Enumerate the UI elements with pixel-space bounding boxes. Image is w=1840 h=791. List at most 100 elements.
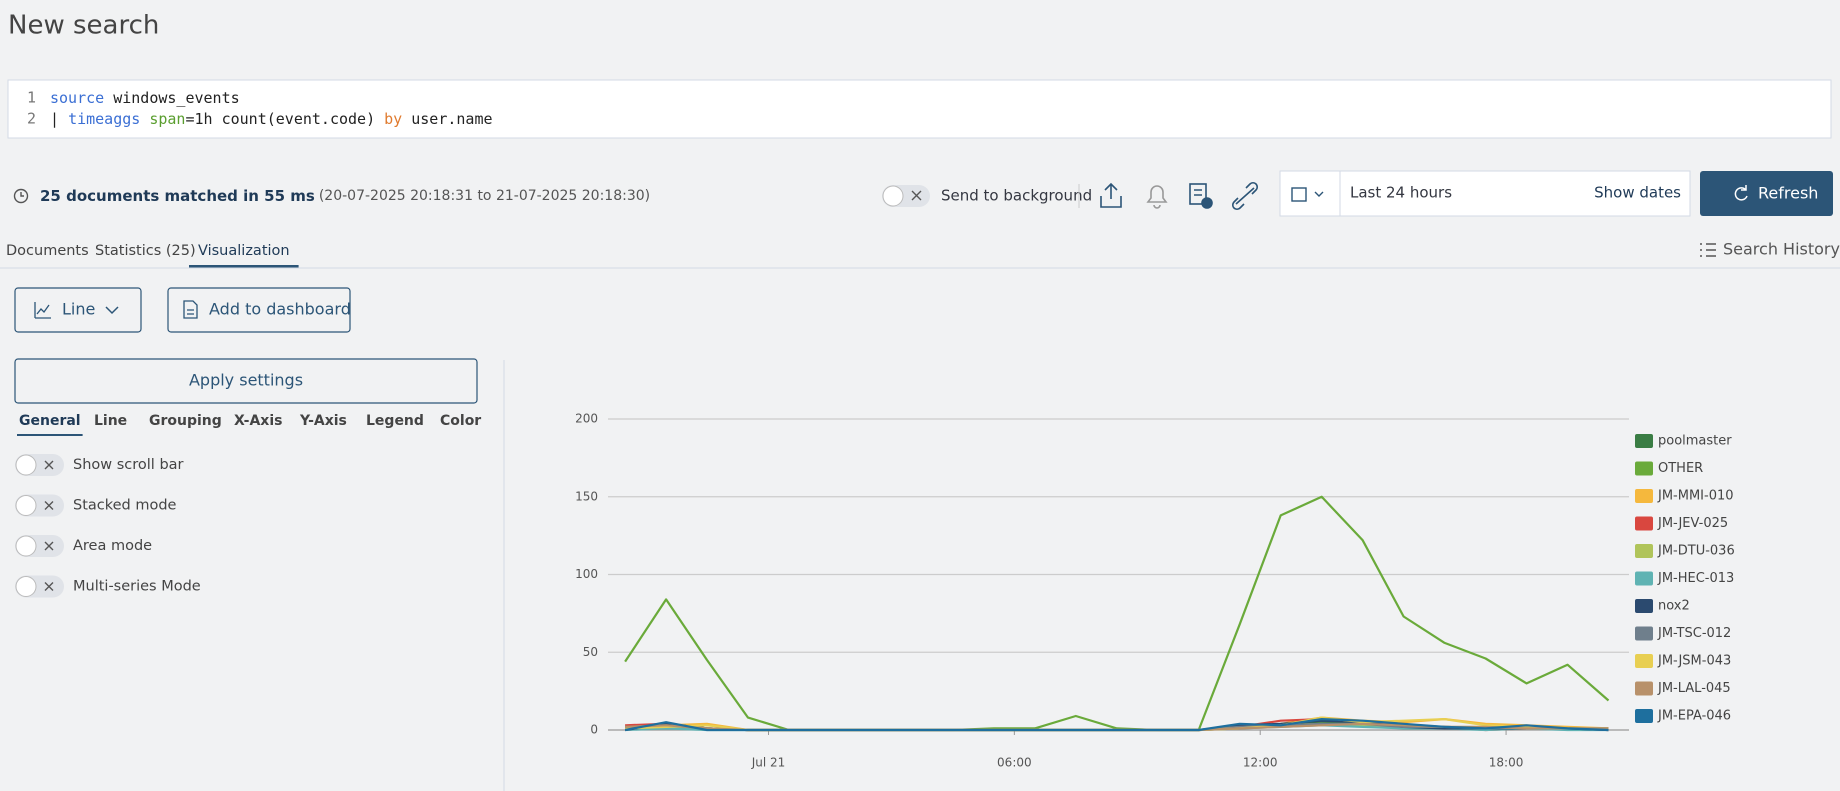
legend-label[interactable]: JM-MMI-010 <box>1657 489 1734 504</box>
settings-tab[interactable]: X-Axis <box>234 413 282 429</box>
chart: 0 50 100 150 200 Jul 21 06:00 12:00 18:00 poolmas… <box>575 412 1735 770</box>
legend-swatch[interactable] <box>1635 654 1653 668</box>
toggle-label: Show scroll bar <box>73 457 184 473</box>
alert-icon[interactable] <box>1146 185 1168 209</box>
code-token: timeaggs <box>68 110 140 128</box>
share-icon[interactable] <box>1100 182 1122 208</box>
code-token <box>140 110 149 128</box>
toggle-x <box>44 460 54 470</box>
tab[interactable]: Documents <box>6 243 89 259</box>
code-token: source <box>50 89 104 107</box>
toggle-knob <box>882 185 904 207</box>
settings-tab[interactable]: General <box>19 413 81 429</box>
legend-swatch[interactable] <box>1635 434 1653 448</box>
toggle-knob <box>15 454 37 476</box>
toggle-label: Send to background <box>941 187 1092 205</box>
link-icon[interactable] <box>1231 181 1259 211</box>
legend-label[interactable]: poolmaster <box>1658 434 1732 449</box>
y-tick-label: 50 <box>583 645 598 659</box>
toggle-knob <box>15 535 37 557</box>
apply-settings-button[interactable] <box>14 358 478 404</box>
series-line <box>624 718 1609 732</box>
tabs: Documents Statistics (25) Visualization <box>6 243 299 268</box>
report-icon[interactable] <box>1189 183 1213 209</box>
chevron <box>105 306 119 315</box>
settings-tab[interactable]: Grouping <box>149 413 222 429</box>
search-history[interactable]: Search History <box>1723 240 1840 259</box>
refresh-icon <box>1734 185 1748 201</box>
apply-settings: Apply settings <box>189 371 303 390</box>
series-line <box>624 495 1610 732</box>
status-summary: 25 documents matched in 55 ms <box>40 187 315 205</box>
legend-swatch[interactable] <box>1635 626 1653 641</box>
settings-tab[interactable]: Line <box>94 413 127 429</box>
toggle-label: Multi-series Mode <box>73 579 201 595</box>
legend-label[interactable]: JM-JSM-043 <box>1657 654 1731 669</box>
toggle-label: Area mode <box>73 538 152 554</box>
code-token: user.name <box>402 110 492 128</box>
legend-label[interactable]: JM-TSC-012 <box>1657 626 1731 641</box>
legend-swatch[interactable] <box>1635 709 1653 723</box>
status: 25 documents matched in 55 ms (20-07-2025… <box>40 187 650 205</box>
status-range: (20-07-2025 20:18:31 to 21-07-2025 20:18… <box>319 188 650 204</box>
toggle-x <box>911 190 922 201</box>
calendar-icon <box>1291 187 1307 202</box>
legend-swatch[interactable] <box>1635 489 1653 503</box>
legend-swatch[interactable] <box>1635 461 1653 476</box>
legend-swatch[interactable] <box>1635 516 1653 531</box>
query-editor[interactable] <box>7 79 1832 139</box>
refresh-button[interactable] <box>1700 171 1833 216</box>
chart-type: Line <box>62 300 95 319</box>
code-line: source windows_events <box>50 89 240 107</box>
add-dashboard: Add to dashboard <box>209 300 351 319</box>
legend-label[interactable]: JM-DTU-036 <box>1657 544 1735 559</box>
query-lines: 1 source windows_events 2 | timeaggs span=1… <box>27 89 493 128</box>
legend-label[interactable]: OTHER <box>1658 461 1703 476</box>
tab[interactable]: Visualization <box>198 243 290 259</box>
tab[interactable]: Statistics (25) <box>95 243 196 259</box>
toggle-label: Stacked mode <box>73 498 177 514</box>
x-tick-label: 12:00 <box>1243 756 1278 770</box>
toggle-knob <box>15 495 37 516</box>
code-token: span <box>149 110 185 128</box>
legend-label[interactable]: JM-LAL-045 <box>1657 681 1731 696</box>
tab-underline <box>189 265 299 268</box>
toggle-x <box>44 582 54 591</box>
toggle-knob <box>15 576 37 597</box>
settings: General Line Grouping X-Axis Y-Axis Legend Col… <box>15 413 481 598</box>
show-dates[interactable]: Show dates <box>1594 184 1681 202</box>
legend-swatch[interactable] <box>1635 599 1653 613</box>
chart-type-button[interactable] <box>14 287 142 333</box>
tab-underline <box>17 434 83 436</box>
code-token: =1h count(event.code) <box>185 110 384 128</box>
settings-tab[interactable]: Y-Axis <box>299 413 347 429</box>
y-tick-label: 150 <box>575 489 598 503</box>
legend-swatch[interactable] <box>1635 681 1653 696</box>
clock-hand <box>20 192 24 197</box>
legend-label[interactable]: JM-EPA-046 <box>1657 709 1731 724</box>
legend-swatch[interactable] <box>1635 571 1653 586</box>
settings-tab[interactable]: Legend <box>366 413 424 429</box>
x-tick-label: 18:00 <box>1489 756 1524 770</box>
legend-label[interactable]: JM-JEV-025 <box>1657 516 1728 531</box>
settings-tab[interactable]: Color <box>440 413 481 429</box>
y-tick-label: 100 <box>575 567 598 581</box>
code-token: by <box>384 110 402 128</box>
time-range: Last 24 hours <box>1350 184 1452 202</box>
x-tick-label: Jul 21 <box>751 756 786 770</box>
date-picker[interactable] <box>1279 170 1691 217</box>
history-icon <box>1700 243 1716 257</box>
legend-swatch[interactable] <box>1635 544 1653 558</box>
legend-label[interactable]: nox2 <box>1658 599 1690 614</box>
y-tick-label: 0 <box>590 723 598 737</box>
toggle-x <box>44 541 54 551</box>
toggle-x <box>44 501 54 510</box>
chevron <box>1314 191 1324 197</box>
y-tick-label: 200 <box>575 412 598 426</box>
page-title: New search <box>8 11 159 41</box>
line-number: 1 <box>27 89 36 107</box>
add-dashboard-button[interactable] <box>167 287 351 333</box>
legend-label[interactable]: JM-HEC-013 <box>1657 571 1734 586</box>
line-icon <box>34 302 51 319</box>
